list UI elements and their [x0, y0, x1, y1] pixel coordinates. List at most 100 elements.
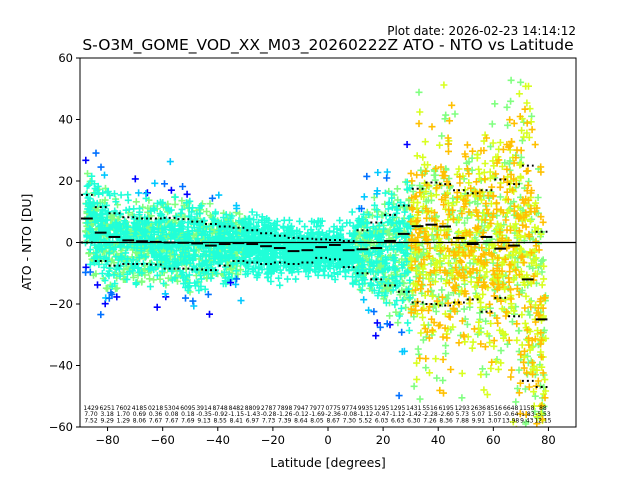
x-axis-ticks: −80 −60 −40 −20 0 20 40 60 80	[95, 427, 556, 447]
bin-counts-text: 6648	[503, 405, 518, 412]
y-axis-label: ATO - NTO [DU]	[19, 194, 34, 291]
bin-means-text: -0.35	[196, 411, 212, 418]
bin-counts-text: 1295	[374, 405, 389, 412]
bin-means-text: 0.36	[149, 411, 163, 418]
x-axis-label: Latitude [degrees]	[270, 455, 386, 470]
bin-counts-text: 0775	[325, 405, 340, 412]
chart-title: S-O3M_GOME_VOD_XX_M03_20260222Z ATO - NT…	[82, 36, 573, 55]
bin-means-text: -1.12	[390, 411, 406, 418]
bin-counts-text: 88	[539, 405, 547, 412]
scatter-marker-group	[82, 141, 411, 340]
bin-stds-text: 6.97	[246, 417, 260, 424]
bin-means-text: 0.18	[181, 411, 195, 418]
bin-means-text: -1.12	[358, 411, 374, 418]
bin-counts-text: 3914	[196, 405, 211, 412]
bin-stds-text: 7.39	[278, 417, 292, 424]
bin-counts-text: 5304	[164, 405, 179, 412]
bin-counts-text: 9935	[358, 405, 373, 412]
bin-stds-text: 8.36	[439, 417, 453, 424]
bin-means-text: -1.15	[229, 411, 245, 418]
bin-means-text: -2.28	[422, 411, 438, 418]
bin-means-text: -2.36	[325, 411, 341, 418]
bin-means-text: 0.08	[165, 411, 179, 418]
y-tick-label: −20	[49, 297, 73, 311]
bin-stds-text: 9.13	[197, 417, 211, 424]
bin-counts-text: 8516	[487, 405, 502, 412]
bin-means-text: 1.50	[488, 411, 502, 418]
bin-stds-text: 5.52	[359, 417, 373, 424]
bin-means-text: -1.83	[519, 411, 535, 418]
bin-means-text: -1.42	[406, 411, 422, 418]
bin-stds-text: 7.73	[262, 417, 276, 424]
x-tick-label: 40	[431, 433, 446, 447]
bin-counts-text: 1158	[519, 405, 534, 412]
bin-means-text: 1.70	[117, 411, 131, 418]
bin-counts-text: 1295	[390, 405, 405, 412]
y-tick-label: 20	[58, 174, 73, 188]
bin-stds-text: 9.29	[100, 417, 114, 424]
bin-counts-text: 7602	[116, 405, 131, 412]
bin-stds-text: 6.03	[375, 417, 389, 424]
bin-counts-text: 0218	[148, 405, 163, 412]
bin-statistics	[81, 164, 548, 389]
x-tick-label: 20	[376, 433, 391, 447]
bin-stds-text: 7.67	[149, 417, 163, 424]
bin-counts-text: 7898	[277, 405, 292, 412]
bin-counts-text: 2636	[471, 405, 486, 412]
bin-means-text: 0.69	[133, 411, 147, 418]
bin-means-text: -0.47	[374, 411, 390, 418]
bin-counts-text: 1431	[406, 405, 421, 412]
bin-means-text: 7.70	[84, 411, 98, 418]
y-tick-label: −40	[49, 359, 73, 373]
bin-counts-text: 1293	[455, 405, 470, 412]
y-tick-label: 60	[58, 51, 73, 65]
bin-means-text: -0.64	[503, 411, 519, 418]
bin-means-text: -0.92	[212, 411, 228, 418]
bin-counts-text: 8809	[245, 405, 260, 412]
x-tick-label: 80	[541, 433, 556, 447]
y-tick-label: −60	[49, 420, 73, 434]
bin-stds-text: 8.64	[294, 417, 308, 424]
y-tick-label: 0	[66, 236, 73, 250]
bin-stds-text: 3.07	[488, 417, 502, 424]
bin-stds-text: 7.52	[84, 417, 98, 424]
scatter-marker-group	[101, 158, 408, 356]
y-tick-label: 40	[58, 113, 73, 127]
bin-stds-text: 13.98	[502, 417, 519, 424]
bin-means-text: -1.69	[309, 411, 325, 418]
bin-stds-text: 8.55	[213, 417, 227, 424]
bin-stds-text: 8.06	[133, 417, 147, 424]
bin-stds-text: 8.41	[230, 417, 244, 424]
bin-stds-text: 12.15	[534, 417, 551, 424]
bin-counts-text: 2787	[261, 405, 276, 412]
y-axis-ticks: −60 −40 −20 0 20 40 60	[49, 51, 80, 434]
bin-means-text: -1.26	[277, 411, 293, 418]
bin-stds-text: 7.26	[423, 417, 437, 424]
bin-counts-text: 6195	[438, 405, 453, 412]
bin-counts-text: 6095	[180, 405, 195, 412]
bin-count-table: 1429 6251 7602 4185 0218 5304 6095 3914 8748 8482…	[83, 405, 551, 424]
bin-means-text: -1.43	[245, 411, 261, 418]
bin-counts-text: 8482	[229, 405, 244, 412]
scatter-marker-group	[82, 172, 415, 334]
bin-counts-text: 1429	[83, 405, 98, 412]
bin-stds-text: 6.63	[391, 417, 405, 424]
bin-means-text: 5.73	[456, 411, 470, 418]
plot-date-label: Plot date: 2026-02-23 14:14:12	[387, 24, 576, 38]
x-tick-label: −80	[95, 433, 119, 447]
bin-counts-text: 8748	[212, 405, 227, 412]
bin-stds-text: 7.69	[181, 417, 195, 424]
x-tick-label: 0	[324, 433, 331, 447]
bin-means-text: 3.18	[100, 411, 114, 418]
bin-counts-text: 9774	[342, 405, 357, 412]
bin-stds-text: 7.88	[456, 417, 470, 424]
scatter-marker-group	[407, 101, 549, 427]
bin-counts-text: 5516	[422, 405, 437, 412]
bin-means-text: -5.53	[535, 411, 551, 418]
x-tick-label: −40	[206, 433, 230, 447]
bin-means-text: -0.12	[293, 411, 309, 418]
bin-stds-text: 8.05	[310, 417, 324, 424]
bin-stds-text: 9.91	[472, 417, 486, 424]
bin-counts-text: 7947	[293, 405, 308, 412]
